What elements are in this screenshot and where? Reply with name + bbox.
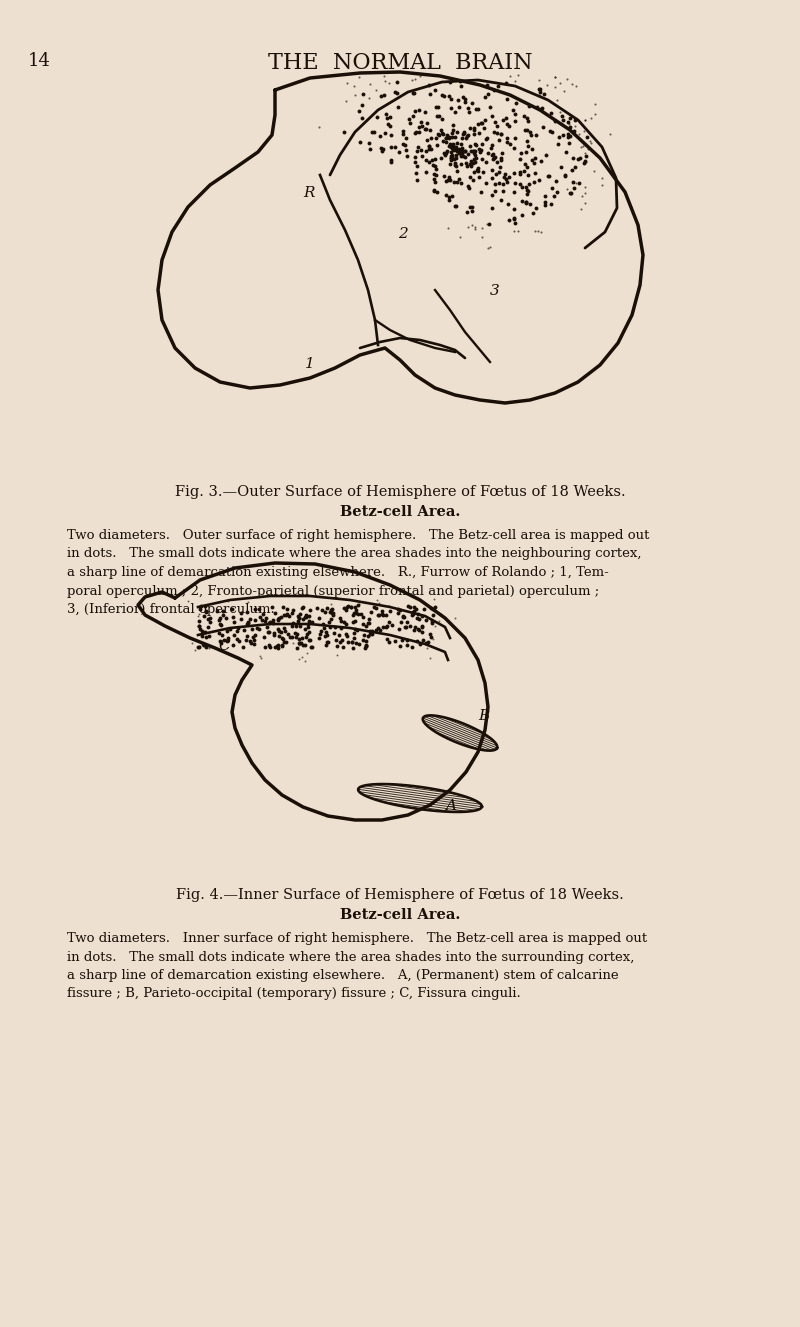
Text: A: A xyxy=(445,799,456,813)
Text: C: C xyxy=(218,640,230,653)
Text: 2: 2 xyxy=(398,227,408,242)
Text: R: R xyxy=(303,186,314,200)
Text: Two diameters.   Inner surface of right hemisphere.   The Betz-cell area is mapp: Two diameters. Inner surface of right he… xyxy=(67,932,647,1001)
Text: 3: 3 xyxy=(490,284,500,299)
Text: B: B xyxy=(478,709,490,723)
Text: 1: 1 xyxy=(305,357,314,372)
Text: Two diameters.   Outer surface of right hemisphere.   The Betz-cell area is mapp: Two diameters. Outer surface of right he… xyxy=(67,529,650,616)
Text: Fig. 4.—Inner Surface of Hemisphere of Fœtus of 18 Weeks.: Fig. 4.—Inner Surface of Hemisphere of F… xyxy=(176,888,624,902)
Text: 14: 14 xyxy=(28,52,51,70)
Text: Betz-cell Area.: Betz-cell Area. xyxy=(340,506,460,519)
Text: Betz-cell Area.: Betz-cell Area. xyxy=(340,908,460,922)
Text: Fig. 3.—Outer Surface of Hemisphere of Fœtus of 18 Weeks.: Fig. 3.—Outer Surface of Hemisphere of F… xyxy=(174,484,626,499)
Text: THE  NORMAL  BRAIN: THE NORMAL BRAIN xyxy=(268,52,532,74)
